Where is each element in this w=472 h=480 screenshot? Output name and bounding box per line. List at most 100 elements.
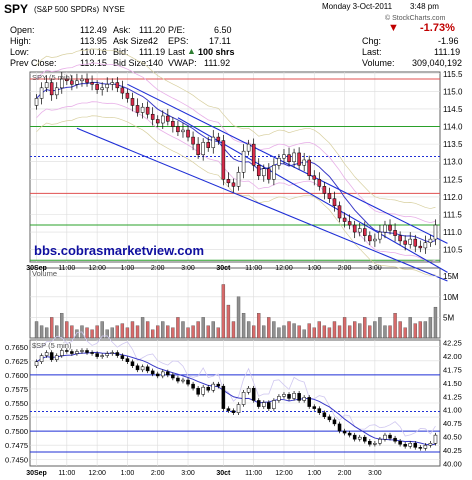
volume-bar [211, 321, 215, 339]
price-x-tick-label: 3:00 [368, 265, 382, 272]
low-value: 110.16 [80, 47, 107, 57]
ratio-candle [423, 445, 428, 449]
price-candle [150, 113, 155, 120]
trendline [76, 127, 448, 282]
volume-bar [363, 317, 367, 339]
ratio-candle [34, 361, 39, 367]
ratio-candle [337, 423, 342, 432]
price-candle [277, 157, 281, 166]
price-candle [373, 238, 377, 242]
last-value: 111.19 [434, 47, 461, 57]
volume-bar [201, 317, 205, 339]
moving-average-line [36, 81, 436, 243]
price-candle [34, 98, 39, 106]
volume-bar [135, 325, 140, 339]
volume-bar [186, 327, 190, 339]
volume-bar [221, 284, 226, 339]
price-candle [393, 230, 397, 236]
ratio-candle [363, 436, 367, 442]
ratio-x-tick-label: 12:00 [88, 470, 106, 477]
volume-bar [95, 325, 99, 339]
ratio-candle [85, 350, 89, 353]
ratio-candle [317, 408, 322, 413]
bid-size-label: Bid Size: [113, 58, 149, 68]
price-candle [357, 228, 362, 233]
ratio-candle [221, 385, 226, 409]
ratio-candle [206, 386, 210, 391]
price-candle [317, 179, 322, 187]
ratio-right-tick-label: 40.50 [443, 433, 462, 442]
volume-bar [302, 329, 306, 339]
ratio-x-tick-label: 2:00 [338, 470, 352, 477]
price-tick-label: 111.0 [443, 228, 462, 237]
ratio-left-tick-label: 0.7450 [5, 455, 28, 464]
ratio-candle [373, 443, 377, 445]
volume-bar [65, 321, 69, 339]
price-candle [287, 154, 291, 162]
ratio-candle [287, 394, 291, 399]
ratio-candle [267, 402, 271, 409]
high-value: 113.95 [80, 36, 107, 46]
price-candle [388, 224, 392, 231]
ratio-candle [135, 365, 140, 371]
price-candle [145, 106, 150, 115]
ratio-candle [347, 432, 352, 436]
volume-bar [206, 325, 210, 339]
price-candle [65, 78, 69, 82]
volume-bar [287, 321, 291, 339]
price-candle [408, 238, 412, 245]
volume-value: 309,040,192 [412, 58, 463, 68]
ratio-candle [413, 443, 418, 448]
pe-label: P/E: [168, 25, 186, 35]
price-candle [327, 193, 332, 199]
ratio-candle [236, 404, 241, 413]
volume-bar [196, 321, 200, 339]
volume-bar [428, 317, 433, 339]
ratio-right-tick-label: 42.00 [443, 352, 462, 361]
volume-bar [433, 306, 438, 339]
price-candle [378, 231, 382, 240]
ratio-right-tick-label: 41.00 [443, 406, 462, 415]
price-x-tick-label: 11:00 [245, 265, 262, 272]
ratio-candle [125, 358, 130, 362]
volume-bar [120, 323, 125, 339]
price-candle [140, 106, 145, 113]
volume-bar [191, 325, 195, 339]
price-x-tick-label: 2:00 [151, 265, 165, 272]
bid-value: 111.19 [139, 47, 166, 57]
volume-bar [90, 329, 94, 339]
price-tick-label: 113.5 [443, 140, 463, 149]
ratio-candle [378, 438, 382, 444]
price-candle [221, 140, 226, 180]
ratio-candle [186, 379, 190, 385]
volume-bar [383, 325, 387, 339]
ratio-candle [216, 383, 221, 387]
volume-bar [145, 321, 150, 339]
price-candle [90, 82, 94, 85]
ratio-candle [90, 352, 94, 354]
exchange: NYSE [103, 5, 125, 14]
eps-value: 17.11 [209, 36, 231, 46]
volume-bar [176, 317, 180, 339]
pe-value: 6.50 [214, 25, 232, 35]
ratio-right-tick-label: 40.75 [443, 419, 462, 428]
ratio-x-tick-label: 30Sep [26, 470, 47, 477]
ratio-candle [161, 371, 165, 377]
price-candle [216, 136, 221, 141]
volume-bar [322, 325, 327, 339]
volume-bar [347, 325, 352, 339]
price-candle [54, 87, 59, 96]
price-candle [342, 217, 347, 222]
volume-label: Volume: [362, 58, 395, 68]
price-candle [191, 136, 195, 145]
ratio-candle [150, 370, 155, 375]
ratio-x-tick-label: 3:00 [368, 470, 382, 477]
ratio-candle [100, 355, 104, 357]
volume-bar [373, 321, 377, 339]
volume-bar [236, 296, 241, 339]
volume-bar [342, 317, 347, 339]
volume-bar [252, 325, 256, 339]
vwap-label: VWAP: [168, 58, 197, 68]
ratio-candle [130, 361, 135, 367]
